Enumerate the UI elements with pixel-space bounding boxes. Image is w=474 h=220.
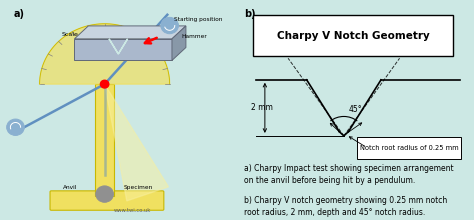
Circle shape bbox=[100, 80, 109, 88]
Text: a): a) bbox=[14, 9, 25, 19]
Text: Starting position: Starting position bbox=[174, 17, 223, 22]
Polygon shape bbox=[74, 26, 186, 39]
Text: Charpy V Notch Geometry: Charpy V Notch Geometry bbox=[277, 31, 429, 41]
Text: b) Charpy V notch geometry showing 0.25 mm notch
root radius, 2 mm, depth and 45: b) Charpy V notch geometry showing 0.25 … bbox=[244, 196, 447, 217]
Bar bbox=[95, 84, 114, 196]
Polygon shape bbox=[172, 26, 186, 60]
Polygon shape bbox=[74, 39, 172, 60]
Text: Scale: Scale bbox=[61, 32, 78, 37]
Text: www.twi.co.uk: www.twi.co.uk bbox=[114, 209, 151, 213]
Text: Hammer: Hammer bbox=[181, 34, 207, 39]
Polygon shape bbox=[39, 24, 170, 84]
Text: Specimen: Specimen bbox=[123, 185, 153, 190]
FancyBboxPatch shape bbox=[50, 191, 164, 210]
Text: Notch root radius of 0.25 mm: Notch root radius of 0.25 mm bbox=[360, 145, 458, 151]
Text: Anvil: Anvil bbox=[63, 185, 77, 190]
Polygon shape bbox=[109, 39, 128, 54]
FancyBboxPatch shape bbox=[356, 137, 461, 158]
Circle shape bbox=[7, 119, 24, 136]
Circle shape bbox=[96, 186, 113, 202]
Text: b): b) bbox=[244, 9, 255, 19]
Text: 45°: 45° bbox=[348, 105, 362, 114]
Text: a) Charpy Impact test showing specimen arrangement
on the anvil before being hit: a) Charpy Impact test showing specimen a… bbox=[244, 164, 454, 185]
FancyBboxPatch shape bbox=[253, 15, 453, 56]
Text: 2 mm: 2 mm bbox=[251, 103, 273, 112]
Circle shape bbox=[161, 17, 179, 34]
Polygon shape bbox=[105, 84, 168, 201]
